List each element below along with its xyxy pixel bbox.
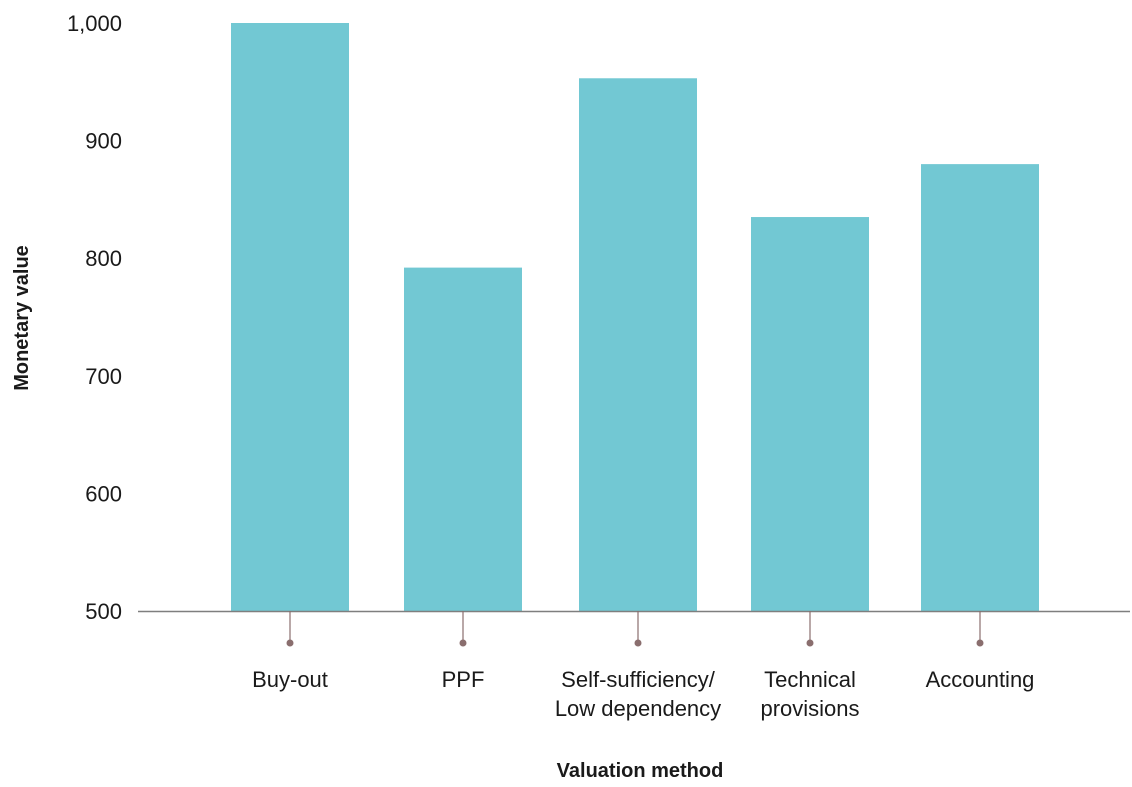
x-tick-marker-2 bbox=[634, 611, 642, 647]
x-tick-marker-1 bbox=[459, 611, 467, 647]
x-tick-label: Self-sufficiency/Low dependency bbox=[555, 667, 721, 721]
bar-0 bbox=[231, 23, 349, 611]
category-labels: Buy-out PPF Self-sufficiency/Low dependenc… bbox=[252, 667, 1034, 721]
y-axis-title: Monetary value bbox=[11, 245, 33, 391]
x-tick-label: PPF bbox=[442, 667, 485, 692]
x-tick-label: Buy-out bbox=[252, 667, 328, 692]
x-tick-label: Accounting bbox=[926, 667, 1035, 692]
bar-2 bbox=[579, 78, 697, 612]
x-tick-marker-0 bbox=[286, 611, 294, 647]
y-tick-label: 900 bbox=[85, 129, 122, 154]
x-axis-title: Valuation method bbox=[557, 760, 724, 782]
x-tick-markers bbox=[286, 611, 984, 647]
y-tick-labels: 500 600 700 800 900 1,000 bbox=[67, 11, 122, 624]
y-tick-label: 600 bbox=[85, 481, 122, 506]
x-tick-label: Technical provisions bbox=[760, 667, 859, 721]
x-tick-marker-4 bbox=[976, 611, 984, 647]
x-tick-marker-3 bbox=[806, 611, 814, 647]
y-tick-label: 500 bbox=[85, 599, 122, 624]
bar-3 bbox=[751, 217, 869, 612]
y-tick-label: 1,000 bbox=[67, 11, 122, 36]
bar-4 bbox=[921, 164, 1039, 611]
y-tick-label: 700 bbox=[85, 364, 122, 389]
bar-1 bbox=[404, 267, 522, 611]
bars-layer bbox=[231, 23, 1039, 612]
y-tick-label: 800 bbox=[85, 246, 122, 271]
